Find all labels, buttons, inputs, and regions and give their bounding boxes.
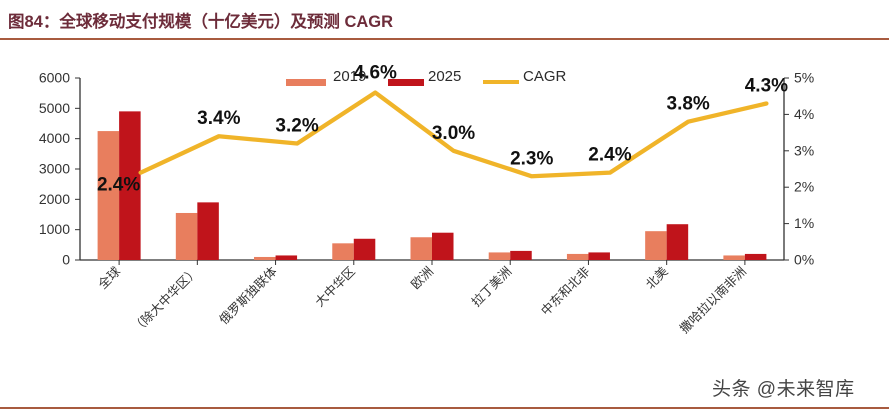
svg-text:4%: 4% bbox=[794, 106, 814, 122]
svg-text:俄罗斯独联体: 俄罗斯独联体 bbox=[217, 264, 280, 327]
svg-text:大中华区: 大中华区 bbox=[312, 264, 358, 310]
svg-text:1000: 1000 bbox=[39, 221, 70, 237]
svg-text:全球: 全球 bbox=[95, 263, 124, 292]
svg-text:中东和北非: 中东和北非 bbox=[538, 264, 593, 319]
svg-text:（除大中华区）: （除大中华区） bbox=[129, 264, 201, 336]
svg-text:6000: 6000 bbox=[39, 70, 70, 86]
svg-text:3.2%: 3.2% bbox=[275, 116, 318, 137]
svg-text:撒哈拉以南非洲: 撒哈拉以南非洲 bbox=[677, 264, 749, 336]
svg-text:2.3%: 2.3% bbox=[510, 148, 553, 169]
svg-text:北美: 北美 bbox=[643, 264, 671, 292]
svg-text:0%: 0% bbox=[794, 252, 814, 268]
svg-text:3.4%: 3.4% bbox=[197, 108, 240, 129]
svg-text:欧洲: 欧洲 bbox=[409, 264, 437, 292]
svg-text:2%: 2% bbox=[794, 179, 814, 195]
svg-text:2.4%: 2.4% bbox=[588, 145, 631, 166]
svg-text:3.8%: 3.8% bbox=[667, 94, 710, 115]
svg-text:2000: 2000 bbox=[39, 191, 70, 207]
svg-text:2.4%: 2.4% bbox=[97, 175, 140, 196]
svg-text:拉丁美洲: 拉丁美洲 bbox=[468, 264, 514, 310]
svg-text:5000: 5000 bbox=[39, 100, 70, 116]
svg-text:0: 0 bbox=[62, 252, 70, 268]
svg-text:5%: 5% bbox=[794, 70, 814, 86]
svg-text:3000: 3000 bbox=[39, 161, 70, 177]
svg-text:3.0%: 3.0% bbox=[432, 123, 475, 144]
svg-text:3%: 3% bbox=[794, 142, 814, 158]
svg-text:4000: 4000 bbox=[39, 130, 70, 146]
svg-text:1%: 1% bbox=[794, 215, 814, 231]
svg-text:4.3%: 4.3% bbox=[745, 75, 788, 96]
svg-text:4.6%: 4.6% bbox=[354, 63, 397, 84]
